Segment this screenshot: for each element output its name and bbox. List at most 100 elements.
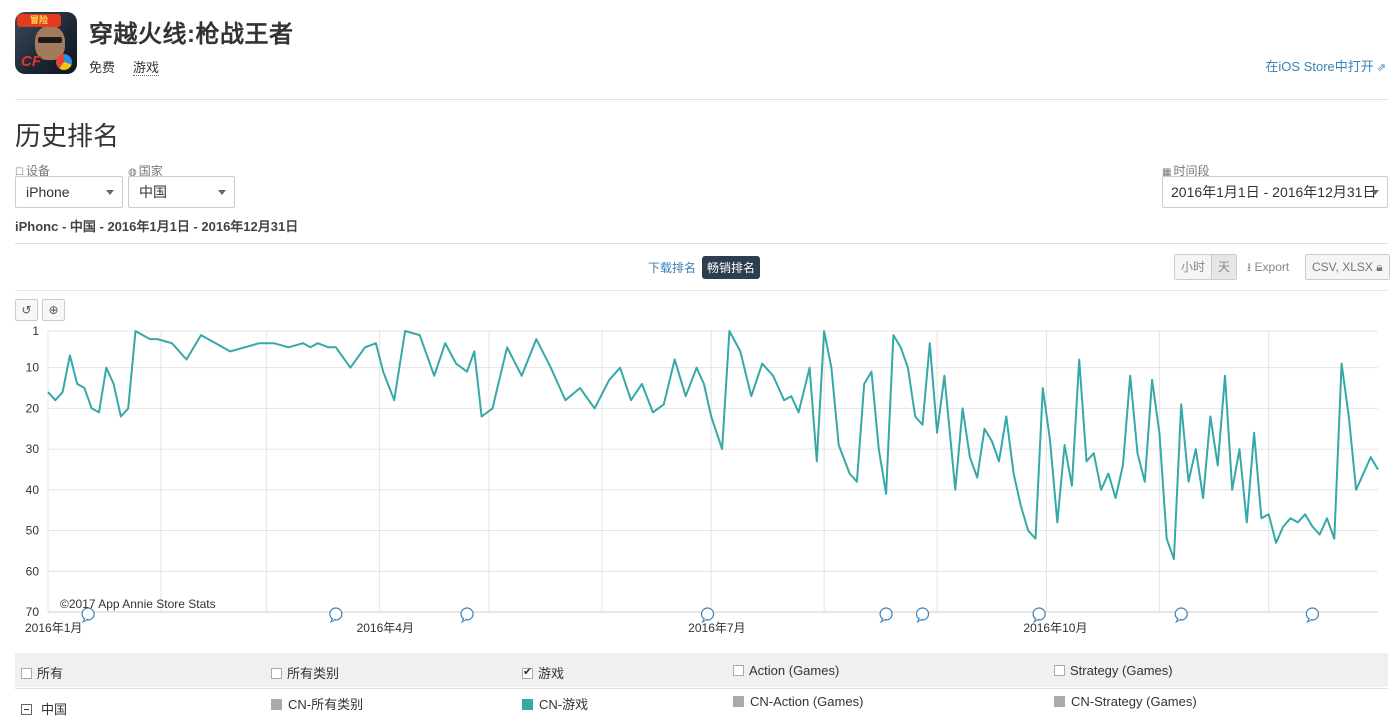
category-label: Strategy (Games)	[1070, 663, 1173, 678]
granularity-toggle: 小时 天	[1174, 254, 1238, 280]
app-icon-badge: 冒险	[17, 14, 61, 27]
category-checkbox-all[interactable]: 所有	[21, 663, 63, 682]
tab-downloads[interactable]: 下载排名	[648, 261, 697, 275]
tab-grossing[interactable]: 畅销排名	[702, 256, 761, 279]
legend-item-cn-action[interactable]: CN-Action (Games)	[733, 694, 863, 709]
legend-label: CN-Action (Games)	[750, 694, 864, 709]
y-tick-label: 40	[26, 483, 40, 497]
period-label-text: 时间段	[1173, 164, 1210, 178]
legend-item-cn-games[interactable]: CN-游戏	[522, 694, 588, 713]
granularity-day-button[interactable]: 天	[1211, 255, 1237, 279]
y-tick-label: 1	[32, 324, 39, 338]
legend-swatch	[522, 699, 533, 710]
category-checkbox-all-categories[interactable]: 所有类别	[271, 663, 339, 682]
event-marker-tail	[1032, 617, 1040, 624]
chart-series	[47, 330, 1379, 561]
legend-swatch	[1054, 696, 1065, 707]
app-price: 免费	[89, 60, 116, 75]
device-label: ☐ 设备	[15, 162, 50, 179]
event-marker-tail	[879, 617, 887, 624]
speech-bubble-icon[interactable]	[879, 607, 893, 624]
country-label-text: 国家	[138, 164, 163, 178]
series-line-cn-games	[47, 330, 1379, 561]
checkbox[interactable]	[522, 665, 533, 679]
event-marker-tail	[329, 617, 337, 624]
period-select[interactable]: 2016年1月1日 - 2016年12月31日	[1162, 176, 1388, 208]
x-tick-label: 2016年7月	[688, 621, 745, 635]
x-tick-label: 2016年1月	[25, 621, 82, 635]
checkbox[interactable]	[21, 668, 32, 679]
category-label: 所有	[37, 666, 64, 681]
legend-label: CN-游戏	[539, 697, 589, 712]
granularity-hour-button[interactable]: 小时	[1175, 255, 1212, 279]
chevron-down-icon	[106, 190, 114, 195]
event-marker-tail	[1306, 617, 1313, 624]
event-marker-tail	[916, 617, 923, 624]
checkbox[interactable]	[1054, 665, 1065, 676]
event-marker-circle	[81, 607, 95, 621]
tencent-logo-icon	[56, 54, 72, 70]
legend-item-cn-strategy[interactable]: CN-Strategy (Games)	[1054, 694, 1197, 709]
country-label: 中国	[41, 702, 68, 717]
open-in-store-label: 在iOS Store中打开	[1265, 59, 1374, 74]
divider	[15, 243, 1388, 244]
period-select-value: 2016年1月1日 - 2016年12月31日	[1171, 184, 1377, 200]
y-tick-label: 50	[26, 524, 40, 538]
app-meta: 免费 游戏	[89, 57, 160, 76]
speech-bubble-icon[interactable]	[915, 607, 930, 624]
collapse-icon[interactable]	[21, 704, 32, 715]
chevron-down-icon	[218, 190, 226, 195]
speech-bubble-icon[interactable]	[1174, 607, 1188, 624]
speech-bubble-icon[interactable]	[700, 607, 715, 624]
y-tick-label: 10	[26, 361, 40, 375]
category-checkbox-games[interactable]: 游戏	[522, 663, 564, 682]
event-marker-circle	[1032, 607, 1046, 621]
export-button[interactable]: ⭳ Export	[1247, 258, 1289, 279]
chart-copyright: ©2017 App Annie Store Stats	[60, 597, 216, 611]
zoom-button[interactable]: ⊕	[42, 299, 65, 321]
speech-bubble-icon[interactable]	[329, 607, 343, 624]
event-marker-tail	[460, 617, 468, 624]
checkbox[interactable]	[733, 665, 744, 676]
app-icon-glasses	[38, 37, 62, 43]
external-link-icon: ⇗	[1376, 62, 1386, 74]
legend-item-cn-all[interactable]: CN-所有类别	[271, 694, 363, 713]
country-series-row: 中国 CN-所有类别 CN-游戏 CN-Action (Games) CN-St…	[15, 688, 1388, 723]
category-checkbox-action[interactable]: Action (Games)	[733, 663, 839, 678]
event-marker-circle	[329, 607, 343, 621]
csv-xlsx-label: CSV, XLSX	[1312, 260, 1373, 274]
speech-bubble-icon[interactable]	[1305, 607, 1320, 624]
speech-bubble-icon[interactable]	[460, 607, 474, 624]
country-label: ◍ 国家	[128, 162, 163, 179]
speech-bubble-icon[interactable]	[81, 607, 95, 624]
csv-xlsx-button[interactable]: CSV, XLSX 🔒︎	[1305, 254, 1390, 280]
x-tick-label: 2016年10月	[1023, 621, 1087, 635]
category-checkbox-strategy[interactable]: Strategy (Games)	[1054, 663, 1173, 678]
event-marker-tail	[1175, 617, 1182, 624]
speech-bubble-icon[interactable]	[1032, 607, 1046, 624]
divider	[15, 99, 1388, 100]
checkbox[interactable]	[271, 668, 282, 679]
reset-zoom-button[interactable]: ↺	[15, 299, 38, 321]
device-select[interactable]: iPhone	[15, 176, 123, 208]
zoom-icon: ⊕	[48, 303, 59, 317]
y-tick-label: 20	[26, 401, 40, 415]
undo-icon: ↺	[21, 303, 32, 317]
legend-label: CN-所有类别	[288, 697, 364, 712]
export-label: Export	[1254, 260, 1290, 274]
download-icon: ⭳	[1247, 260, 1252, 274]
country-toggle-cn[interactable]: 中国	[21, 699, 67, 718]
app-icon: 冒险 CF	[15, 12, 77, 74]
event-marker-circle	[460, 607, 474, 621]
chevron-down-icon	[1371, 190, 1379, 195]
event-marker-tail	[701, 617, 708, 624]
event-marker-tail	[81, 617, 89, 624]
y-tick-label: 60	[26, 564, 40, 578]
x-tick-label: 2016年4月	[357, 621, 414, 635]
legend-swatch	[271, 699, 282, 710]
country-select[interactable]: 中国	[128, 176, 235, 208]
device-label-text: 设备	[25, 164, 50, 178]
app-genre-link[interactable]: 游戏	[133, 60, 160, 76]
open-in-store-link[interactable]: 在iOS Store中打开 ⇗	[1265, 56, 1386, 75]
chart-event-markers	[81, 607, 1320, 624]
